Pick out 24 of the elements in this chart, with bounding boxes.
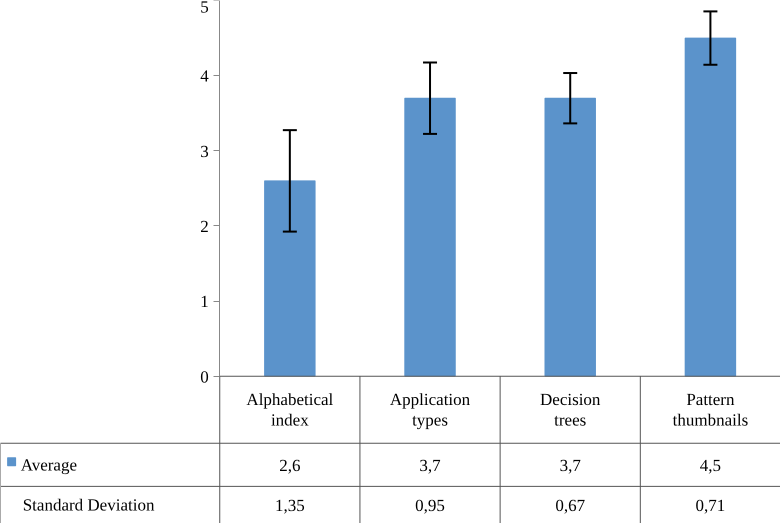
y-tick-label: 5 bbox=[200, 0, 209, 16]
data-label: 4,5 bbox=[700, 456, 722, 475]
text: 0,71 bbox=[696, 496, 726, 515]
y-tick-label: 3 bbox=[200, 142, 209, 161]
text: 1,35 bbox=[274, 496, 305, 515]
x-tick-label: Decision trees bbox=[540, 390, 601, 430]
x-tick-label: Alphabetical index bbox=[246, 390, 334, 430]
data-label: 2,6 bbox=[279, 456, 300, 475]
text: Standard Deviation bbox=[22, 495, 155, 514]
y-tick-label: 0 bbox=[200, 367, 209, 386]
x-tick-label: Application types bbox=[390, 390, 471, 430]
bar bbox=[544, 98, 596, 377]
bar bbox=[264, 180, 316, 377]
text: 0,95 bbox=[415, 496, 445, 515]
data-label: 3,7 bbox=[419, 456, 442, 475]
bar bbox=[684, 38, 736, 377]
x-tick-label: Pattern thumbnails bbox=[672, 390, 748, 430]
y-tick-label: 2 bbox=[200, 216, 209, 236]
data-label: 3,7 bbox=[560, 456, 582, 475]
bar bbox=[404, 98, 456, 377]
text: 0,67 bbox=[555, 496, 586, 515]
y-tick-label: 4 bbox=[200, 66, 210, 86]
y-tick-label: 1 bbox=[200, 292, 209, 312]
legend-label: Average bbox=[20, 455, 78, 474]
